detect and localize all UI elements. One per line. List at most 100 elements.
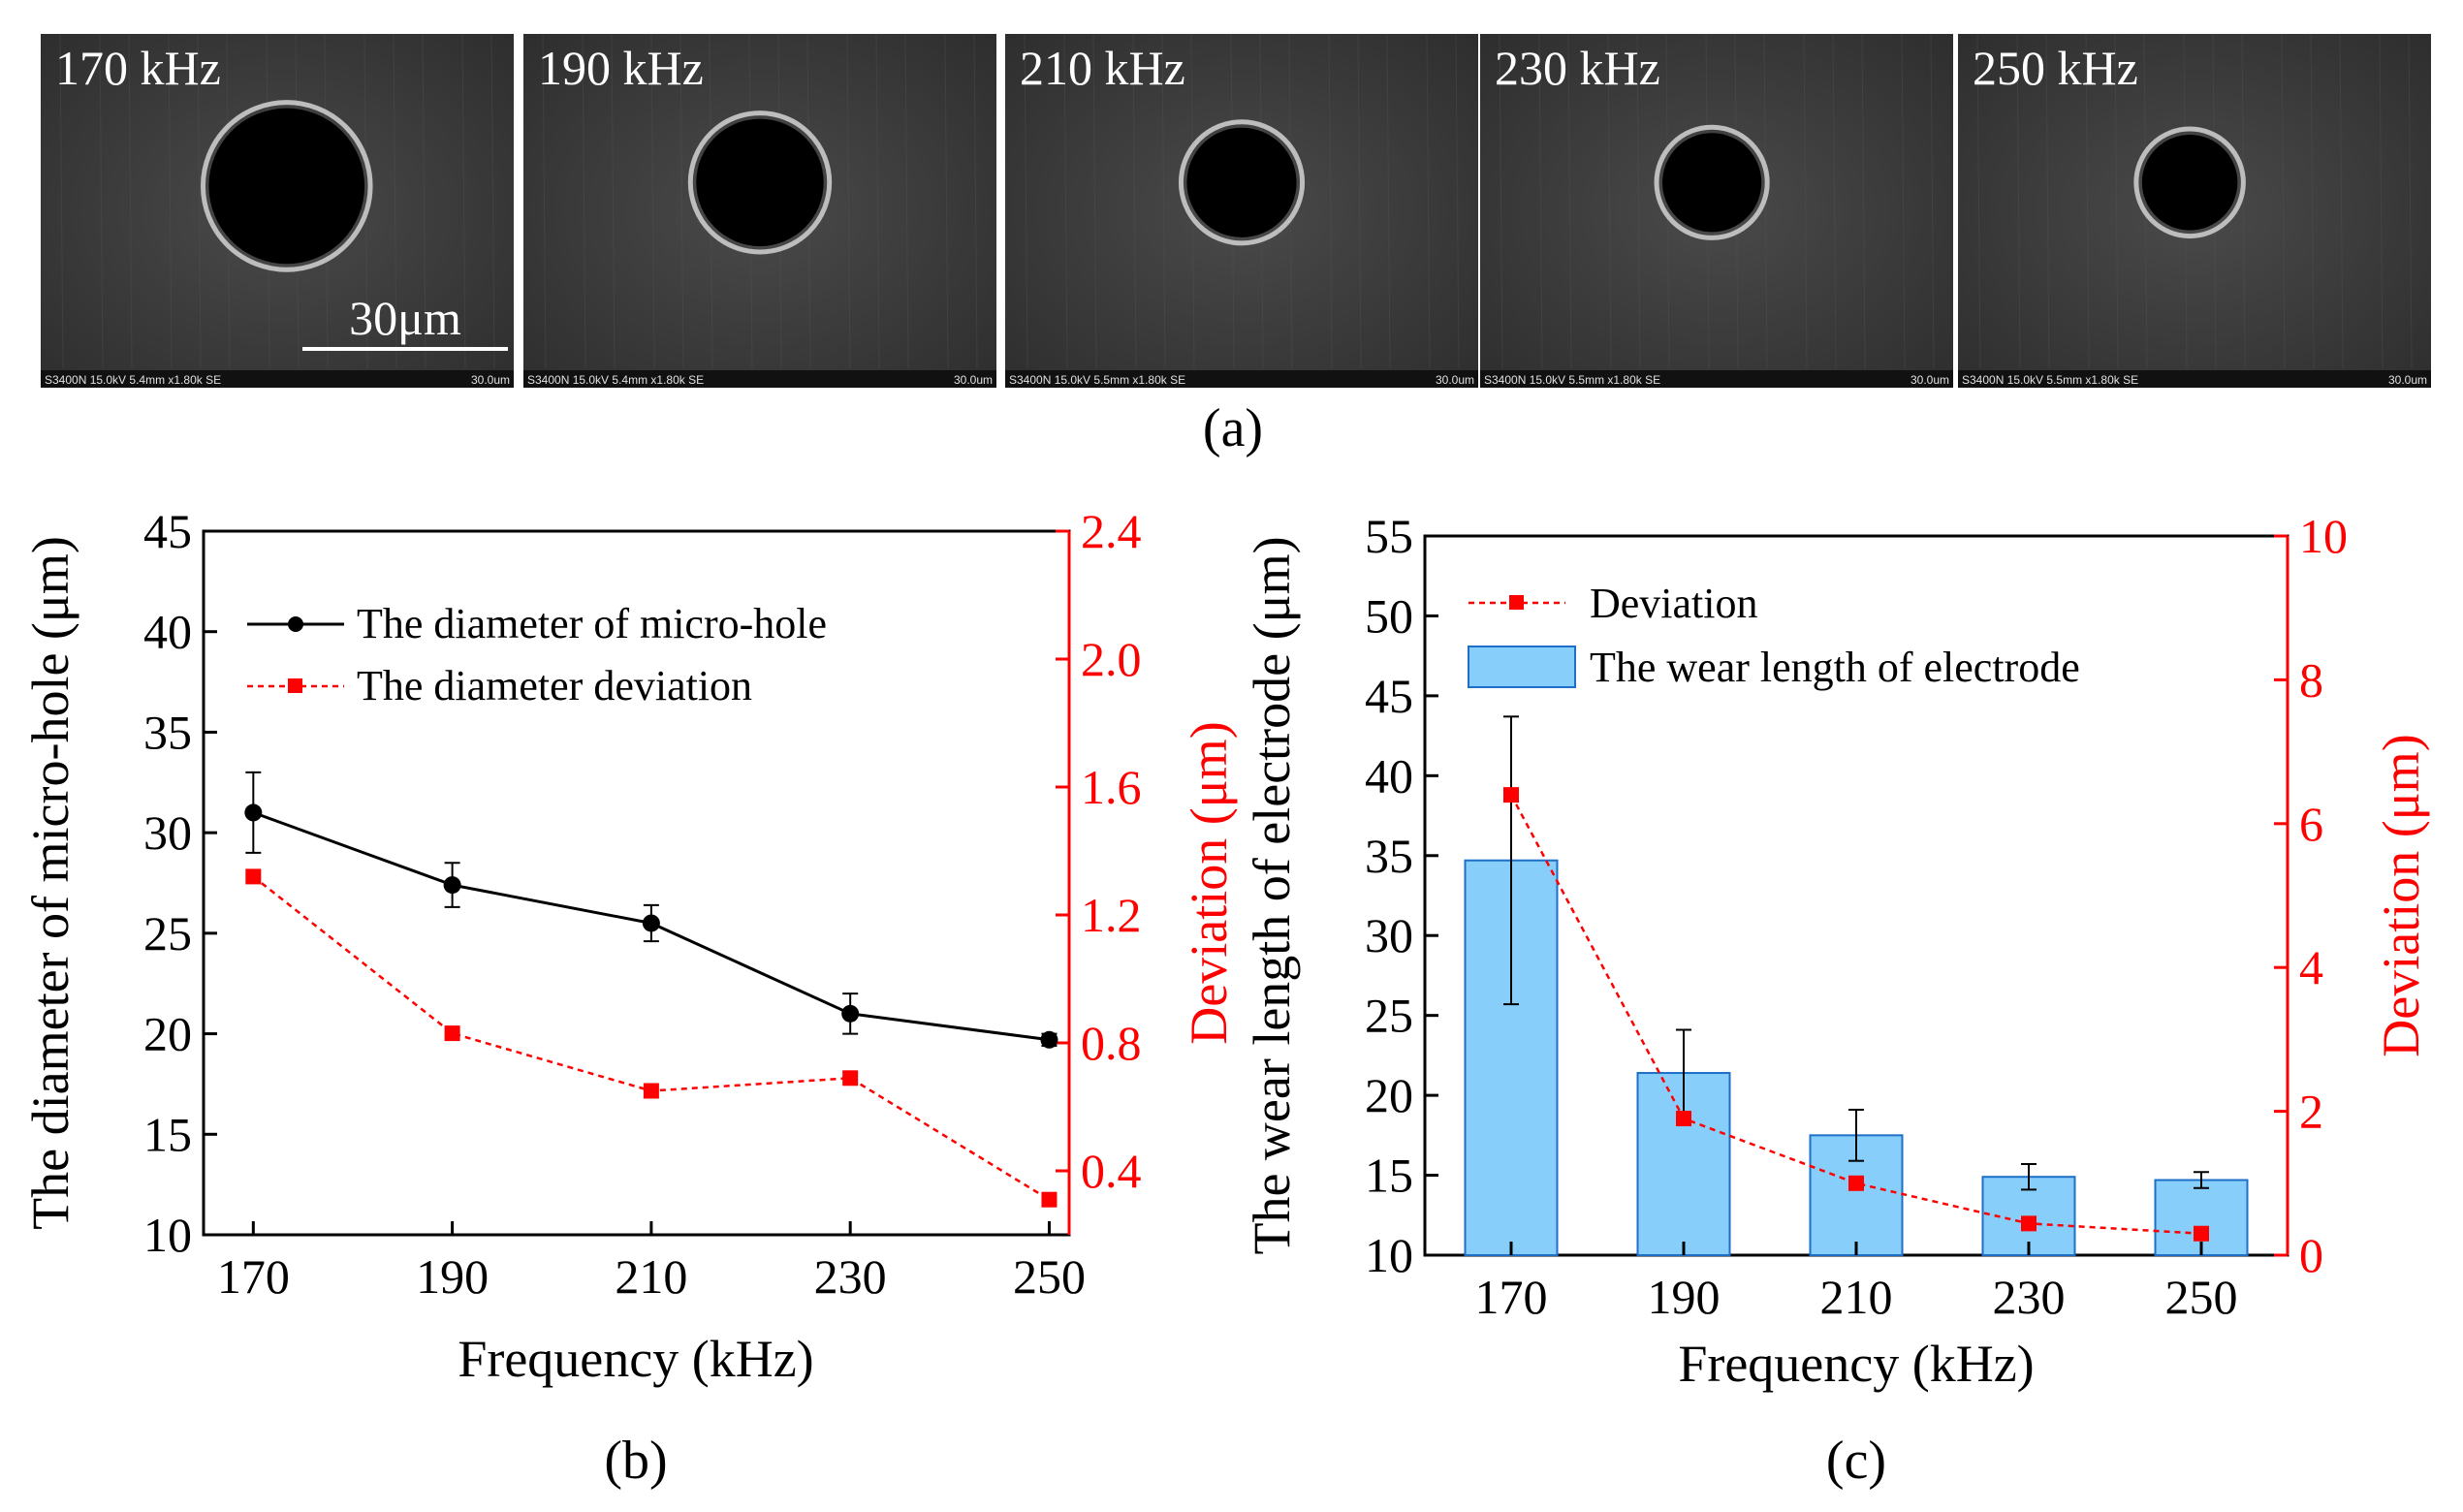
sem-texture-line <box>1930 33 1935 369</box>
sem-texture-line <box>582 33 586 369</box>
y2-tick-label: 1.6 <box>1081 760 1142 814</box>
sem-texture-line <box>2379 33 2384 369</box>
y-tick-label: 10 <box>143 1208 192 1262</box>
sem-texture-line <box>1901 33 1906 369</box>
x-tick-label: 190 <box>1648 1270 1721 1324</box>
deviation-point <box>1676 1111 1691 1127</box>
sem-texture-line <box>1636 33 1641 369</box>
micro-hole <box>1662 133 1762 233</box>
sem-texture-line <box>393 33 397 369</box>
sem-scale-text: 30.0um <box>1910 373 1949 387</box>
sem-texture-line <box>1024 33 1028 369</box>
sem-info-bar <box>1480 370 1953 388</box>
deviation-point <box>444 1025 460 1042</box>
sem-scale-text: 30.0um <box>471 373 510 387</box>
sem-info-text: S3400N 15.0kV 5.5mm x1.80k SE <box>1484 373 1660 387</box>
sem-texture-line <box>1063 33 1068 369</box>
sem-texture-line <box>875 33 880 369</box>
sem-texture-line <box>490 33 495 369</box>
legend-c-deviation-marker <box>1509 595 1524 610</box>
y-tick-label: 40 <box>143 605 192 659</box>
sem-texture-line <box>1538 33 1543 369</box>
sem-texture-line <box>611 33 616 369</box>
chart-c-series <box>1503 715 2209 1242</box>
sem-texture-line <box>2241 33 2246 369</box>
chart-b-left-axis: 10 15 20 25 30 35 40 45 <box>143 504 217 1262</box>
micro-hole-rim <box>2133 126 2246 239</box>
sem-texture-line <box>1455 33 1460 369</box>
chart-c-xlabel: Frequency (kHz) <box>1678 1335 2034 1393</box>
chart-b-series <box>244 771 1058 1208</box>
sem-info-text: S3400N 15.0kV 5.5mm x1.80k SE <box>1009 373 1185 387</box>
diameter-point <box>841 1004 860 1023</box>
sem-scale-text: 30.0um <box>2388 373 2427 387</box>
legend-diameter-label: The diameter of micro-hole <box>357 600 827 647</box>
legend-diameter-marker <box>288 616 303 632</box>
sem-image-row: 170 kHz S3400N 15.0kV 5.4mm x1.80k SE 30.0… <box>41 33 2431 388</box>
sem-image-5: 250 kHz S3400N 15.0kV 5.5mm x1.80k SE 30.0… <box>1958 33 2431 388</box>
sem-texture-line <box>99 33 104 369</box>
sem-texture-line <box>1132 33 1137 369</box>
chart-c-legend: Deviation The wear length of electrode <box>1468 580 2080 691</box>
legend-deviation-marker <box>288 678 302 693</box>
sem-texture-line <box>461 33 466 369</box>
sem-info-bar <box>523 370 996 388</box>
y2-tick-label: 2.4 <box>1081 504 1142 558</box>
y-tick-label: 45 <box>1365 669 1413 723</box>
sem-texture-line <box>422 33 426 369</box>
y-tick-label: 30 <box>1365 908 1413 962</box>
y2-tick-label: 2.0 <box>1081 632 1142 686</box>
deviation-point <box>643 1083 659 1099</box>
x-tick-label: 210 <box>1820 1270 1893 1324</box>
sem-frequency-label: 230 kHz <box>1495 41 1660 95</box>
legend-c-wear-label: The wear length of electrode <box>1590 644 2080 691</box>
y-tick-label: 15 <box>143 1107 192 1161</box>
sem-texture-line <box>1607 33 1612 369</box>
sem-frequency-label: 170 kHz <box>55 41 221 95</box>
sem-texture-line <box>197 33 202 369</box>
sem-texture-line <box>2143 33 2148 369</box>
micro-hole-rim <box>1178 119 1306 246</box>
y-tick-label: 20 <box>143 1007 192 1061</box>
y2-tick-label: 8 <box>2299 652 2323 707</box>
sem-texture-line <box>1803 33 1808 369</box>
y2-tick-label: 10 <box>2299 509 2348 563</box>
sem-texture-line <box>2016 33 2021 369</box>
chart-c: 10 15 20 25 30 35 40 45 50 55 0 2 4 6 8 10 170 190 210 23… <box>1243 509 2430 1491</box>
chart-c-left-axis: 10 15 20 25 30 35 40 45 50 55 <box>1365 509 1438 1282</box>
sem-texture-line <box>1499 33 1503 369</box>
sem-image-1: 170 kHz S3400N 15.0kV 5.4mm x1.80k SE 30.0… <box>41 33 514 388</box>
x-tick-label: 250 <box>1013 1249 1086 1304</box>
chart-c-x-axis: 170 190 210 230 250 <box>1475 1242 2238 1324</box>
micro-hole <box>2141 135 2238 231</box>
diameter-point <box>443 876 461 895</box>
y-tick-label: 45 <box>143 504 192 558</box>
chart-c-bars <box>1464 859 2249 1257</box>
y2-tick-label: 2 <box>2299 1085 2323 1139</box>
sem-frequency-label: 250 kHz <box>1973 41 2138 95</box>
sem-texture-line <box>944 33 949 369</box>
y-tick-label: 25 <box>143 906 192 961</box>
micro-hole <box>208 108 365 265</box>
micro-hole-rim <box>200 100 373 272</box>
sem-info-bar <box>1958 370 2431 388</box>
chart-b-panel-label: (b) <box>604 1431 667 1491</box>
sem-texture-line <box>2085 33 2090 369</box>
x-tick-label: 170 <box>1475 1270 1548 1324</box>
sem-texture-line <box>1567 33 1572 369</box>
y-tick-label: 10 <box>1365 1228 1413 1282</box>
x-tick-label: 250 <box>2165 1270 2238 1324</box>
legend-deviation-label: The diameter deviation <box>357 662 752 709</box>
sem-image-4: 230 kHz S3400N 15.0kV 5.5mm x1.80k SE 30.0… <box>1480 33 1953 388</box>
deviation-point <box>1848 1175 1864 1191</box>
sem-image-2: 190 kHz S3400N 15.0kV 5.4mm x1.80k SE 30.0… <box>523 33 996 388</box>
sem-texture-line <box>2281 33 2286 369</box>
x-tick-label: 230 <box>814 1249 887 1304</box>
y-tick-label: 25 <box>1365 989 1413 1043</box>
panel-a-label: (a) <box>1203 398 1263 458</box>
sem-texture-line <box>650 33 655 369</box>
micro-hole-rim <box>1654 124 1770 240</box>
chart-c-ylabel: The wear length of electrode (μm) <box>1243 536 1301 1254</box>
diameter-point <box>244 803 263 822</box>
